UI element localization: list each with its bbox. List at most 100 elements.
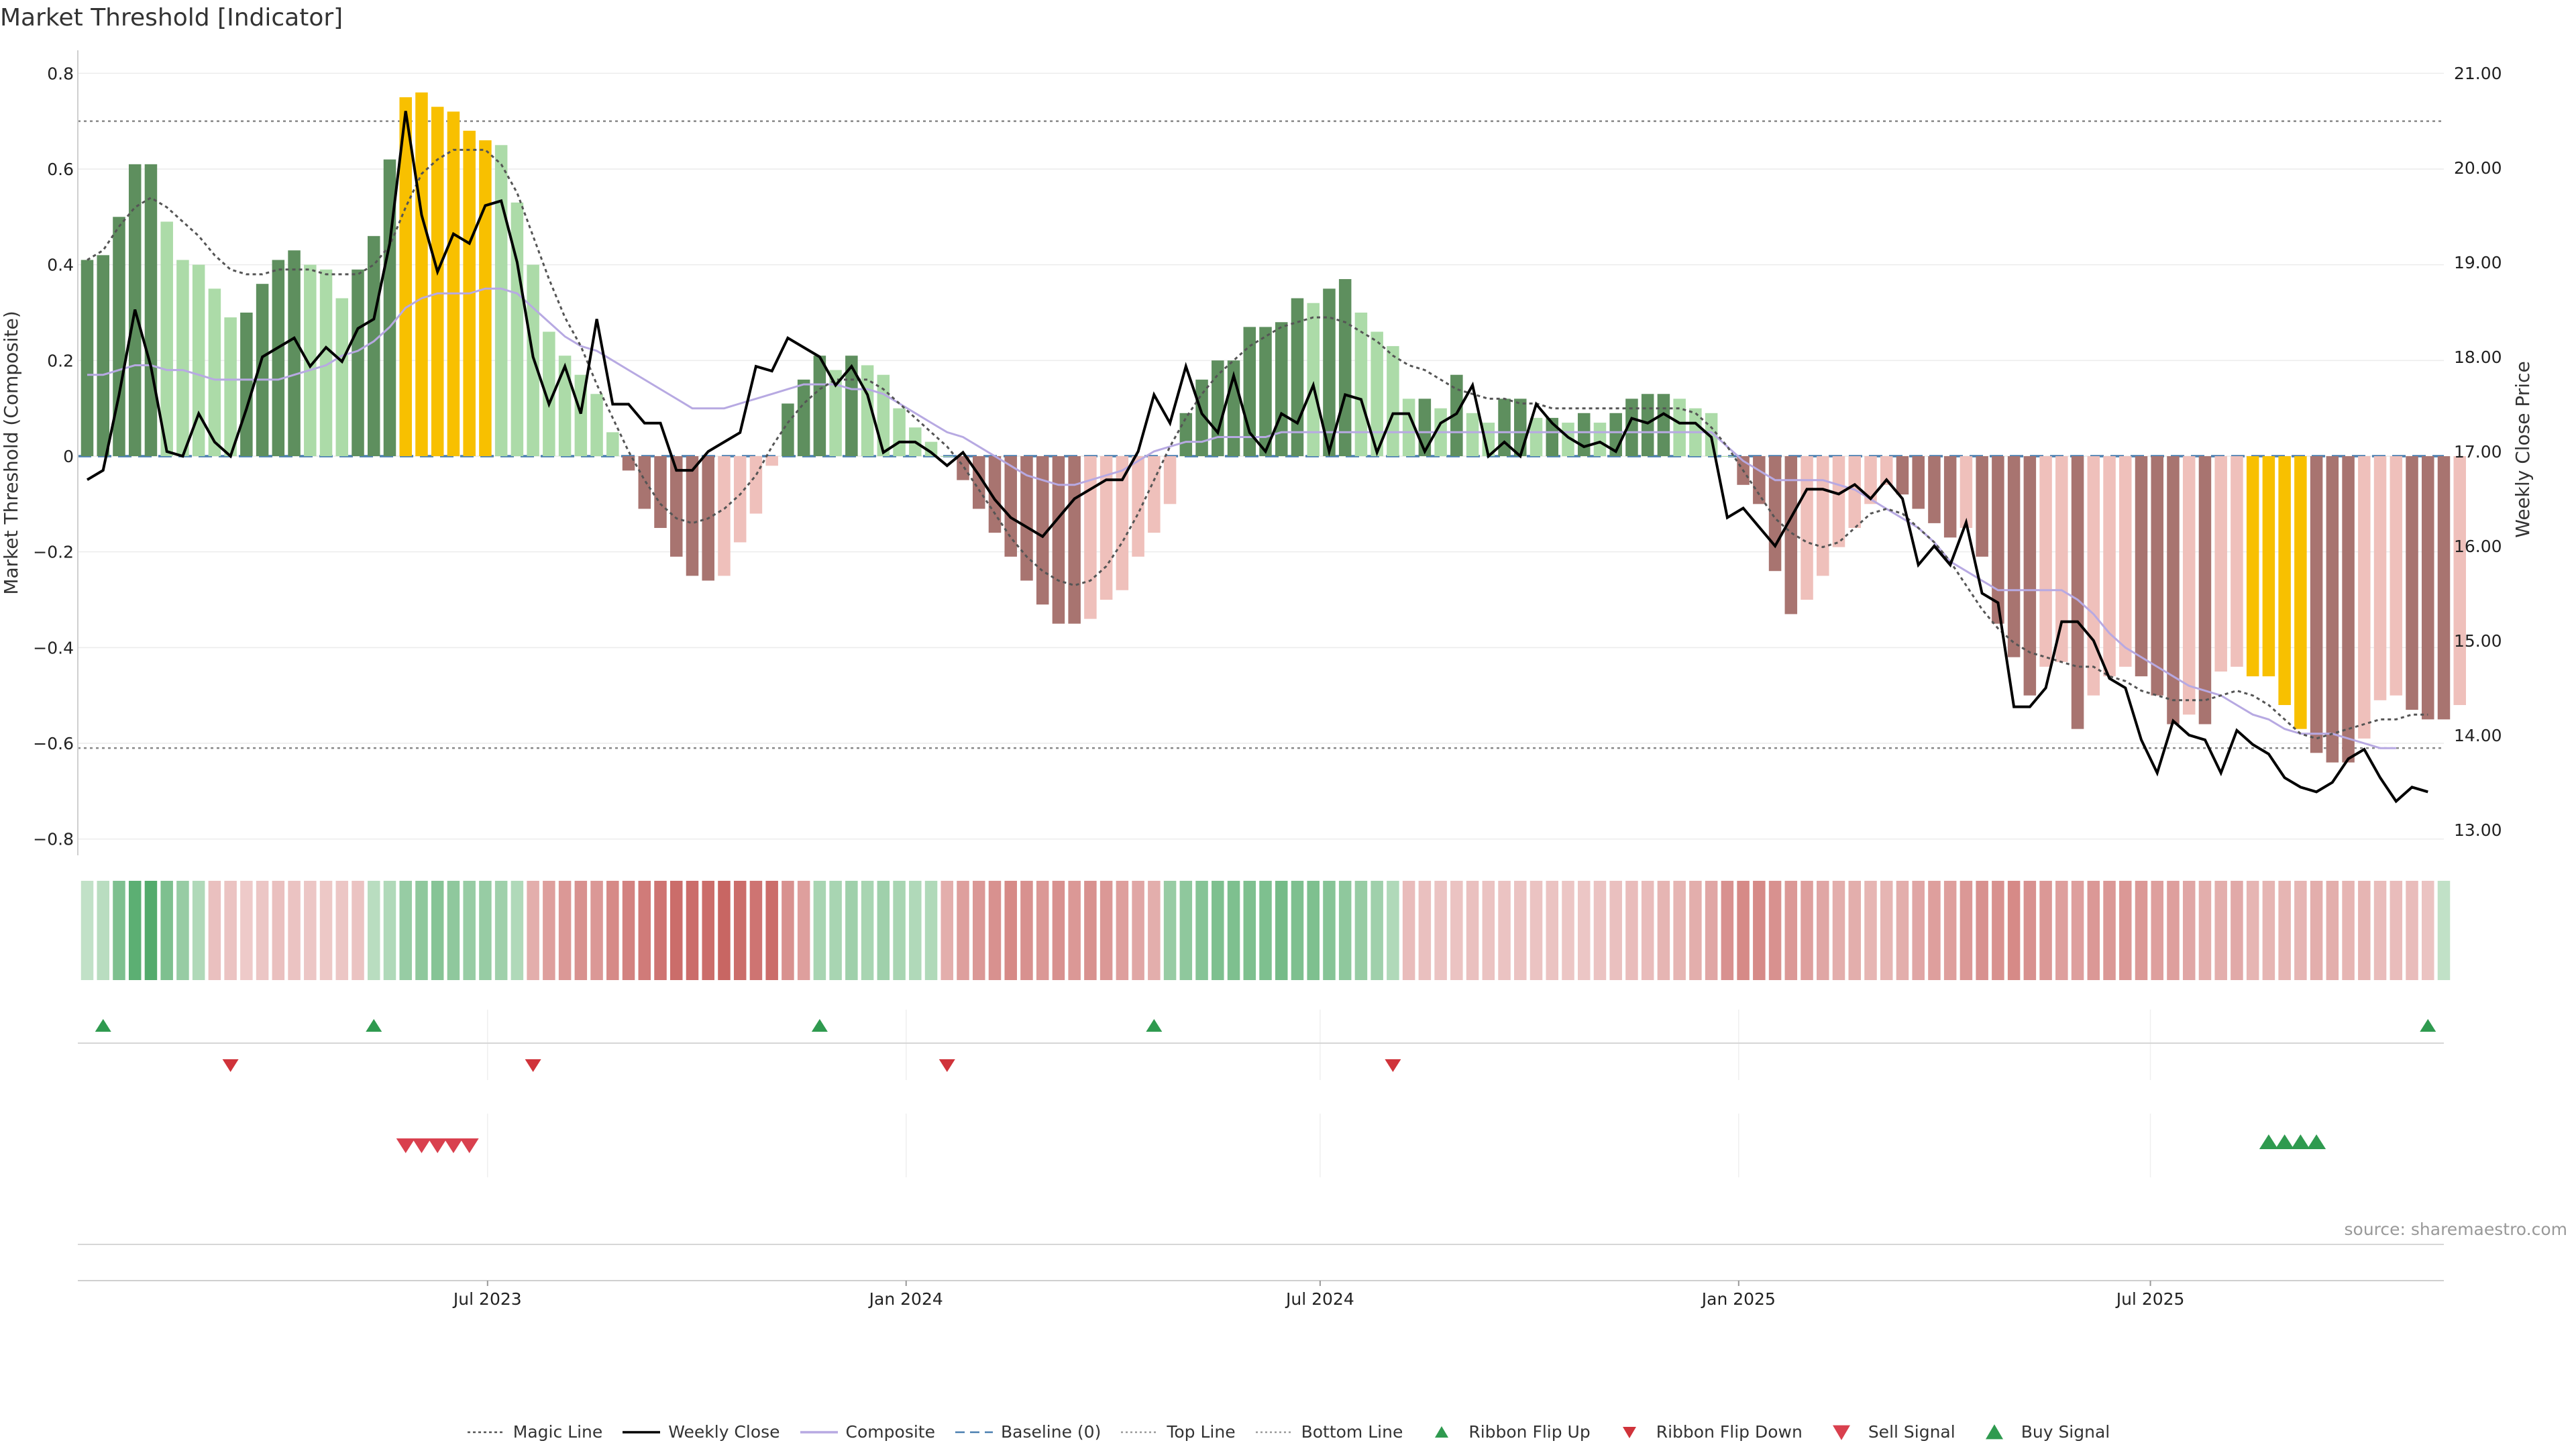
composite-bar <box>686 456 699 576</box>
ribbon-segment <box>1562 881 1574 980</box>
x-tick-label: Jul 2023 <box>452 1289 522 1309</box>
ribbon-segment <box>1004 881 1017 980</box>
composite-bar <box>845 356 858 456</box>
composite-bar <box>511 202 524 456</box>
ribbon-segment <box>1179 881 1193 980</box>
composite-bar <box>224 317 237 456</box>
composite-bar <box>2437 456 2451 720</box>
composite-bar <box>1099 456 1113 600</box>
composite-bar <box>160 221 173 456</box>
ribbon-segment <box>2262 881 2275 980</box>
ribbon-segment <box>654 881 667 980</box>
line-solid-icon <box>623 1430 661 1434</box>
composite-bar <box>1163 456 1177 504</box>
ribbon-flip-up-marker <box>95 1019 111 1032</box>
ribbon-segment <box>2358 881 2371 980</box>
ribbon-segment <box>2182 881 2196 980</box>
composite-bar <box>590 394 603 456</box>
legend-label: Sell Signal <box>1868 1422 1955 1442</box>
composite-bar <box>749 456 763 514</box>
ribbon-segment <box>2422 881 2434 980</box>
ribbon-segment <box>1546 881 1559 980</box>
ribbon-segment <box>494 881 508 980</box>
sell-signal-marker <box>428 1138 447 1153</box>
line-dotted-icon <box>467 1431 505 1433</box>
ribbon-segment <box>224 881 237 980</box>
composite-bar <box>1466 413 1479 456</box>
right-axis-label: Weekly Close Price <box>2512 361 2534 537</box>
ribbon-flip-panel <box>78 1010 2444 1080</box>
ribbon-segment <box>941 881 954 980</box>
ribbon-flip-down-marker <box>222 1059 239 1072</box>
composite-bar <box>2278 456 2291 705</box>
legend-label: Bottom Line <box>1301 1422 1403 1442</box>
sell-signal-marker <box>396 1138 415 1153</box>
ribbon-segment <box>272 881 285 980</box>
ribbon-segment <box>319 881 333 980</box>
ribbon-segment <box>1943 881 1957 980</box>
left-tick-label: 0.2 <box>47 351 74 370</box>
ribbon-segment <box>2023 881 2037 980</box>
ribbon-segment <box>288 881 301 980</box>
ribbon-segment <box>160 881 173 980</box>
ribbon-segment <box>2135 881 2148 980</box>
ribbon-segment <box>765 881 778 980</box>
sell-signal-marker <box>460 1138 479 1153</box>
legend-label: Top Line <box>1167 1422 1236 1442</box>
composite-bar <box>893 408 906 456</box>
ribbon-segment <box>144 881 158 980</box>
legend-label: Ribbon Flip Up <box>1468 1422 1591 1442</box>
legend-item: Weekly Close <box>621 1422 780 1442</box>
composite-bar <box>1148 456 1161 533</box>
ribbon-segment <box>1020 881 1033 980</box>
legend-item: Bottom Line <box>1254 1422 1403 1442</box>
composite-bar <box>1753 456 1766 504</box>
composite-bar <box>431 107 444 456</box>
ribbon-segment <box>192 881 205 980</box>
ribbon-segment <box>463 881 476 980</box>
ribbon-strip <box>80 881 2451 980</box>
legend-label: Composite <box>845 1422 935 1442</box>
ribbon-segment <box>1832 881 1845 980</box>
ribbon-segment <box>1817 881 1829 980</box>
composite-bar <box>1212 360 1224 456</box>
ribbon-segment <box>1116 881 1129 980</box>
ribbon-segment <box>1848 881 1862 980</box>
ribbon-segment <box>797 881 810 980</box>
ribbon-segment <box>335 881 349 980</box>
ribbon-segment <box>2390 881 2403 980</box>
ribbon-segment <box>1801 881 1813 980</box>
ribbon-segment <box>1212 881 1224 980</box>
ribbon-segment <box>782 881 794 980</box>
legend-item: Sell Signal <box>1821 1422 1955 1442</box>
composite-bar <box>1402 398 1415 456</box>
composite-bar <box>2262 456 2275 677</box>
ribbon-segment <box>1641 881 1654 980</box>
composite-bar <box>352 269 364 456</box>
axes: 0.8 0.6 0.4 0.2 0 −0.2 −0.4 −0.6 −0.8 21.00 20.00 1… <box>33 50 2502 855</box>
composite-bar <box>1848 456 1862 529</box>
ribbon-segment <box>2437 881 2451 980</box>
right-tick-label: 20.00 <box>2454 158 2502 178</box>
composite-bar <box>192 264 205 456</box>
ribbon-segment <box>2119 881 2132 980</box>
composite-bar <box>782 403 794 456</box>
composite-bar <box>2310 456 2323 753</box>
ribbon-segment <box>1434 881 1447 980</box>
ribbon-segment <box>1705 881 1718 980</box>
composite-bar <box>1004 456 1017 557</box>
composite-bar <box>2198 456 2212 724</box>
ribbon-segment <box>718 881 731 980</box>
composite-bar <box>1625 398 1638 456</box>
ribbon-segment <box>702 881 714 980</box>
composite-bar <box>2055 456 2068 662</box>
composite-bar <box>1259 327 1272 456</box>
ribbon-flip-down-marker <box>525 1059 541 1072</box>
composite-bar <box>1673 398 1686 456</box>
right-tick-label: 19.00 <box>2454 253 2502 272</box>
composite-bar <box>2007 456 2021 657</box>
ribbon-segment <box>2214 881 2227 980</box>
legend-item: Ribbon Flip Up <box>1421 1422 1591 1442</box>
ribbon-segment <box>1275 881 1288 980</box>
ribbon-segment <box>1371 881 1383 980</box>
